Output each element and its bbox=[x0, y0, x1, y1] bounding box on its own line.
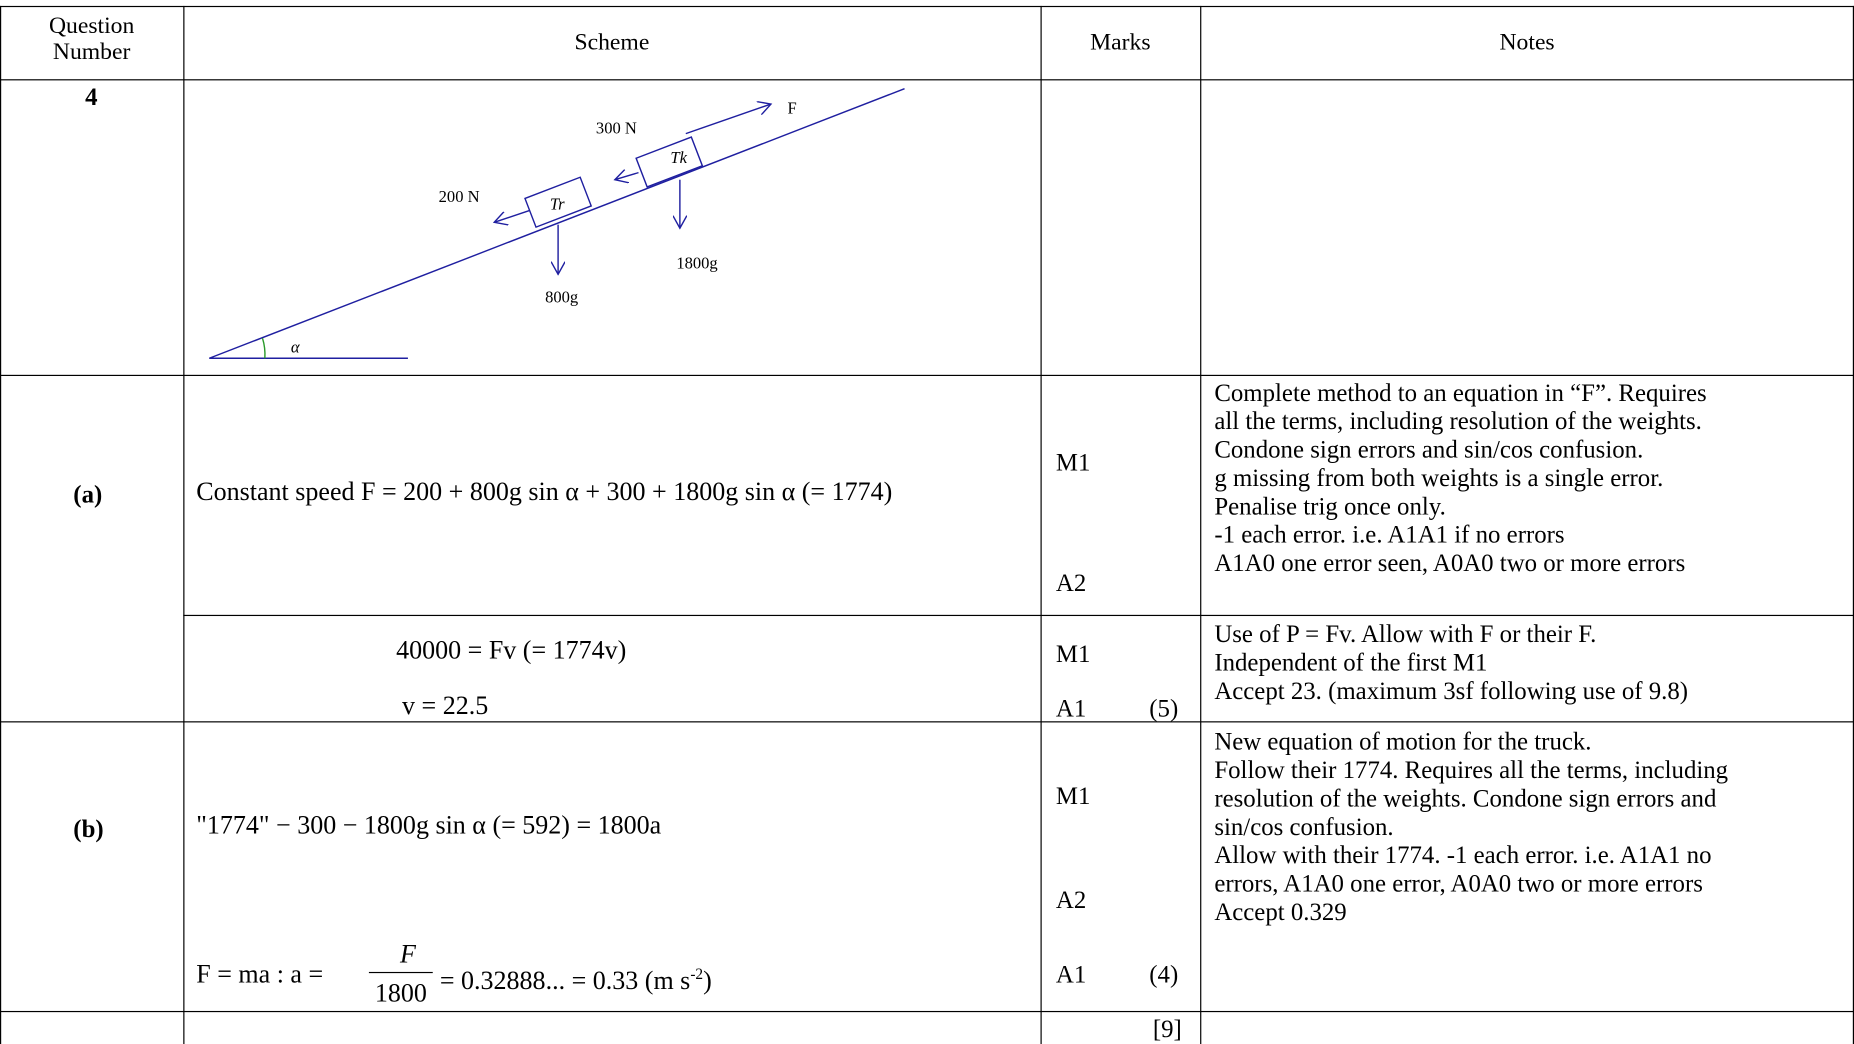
diagram: F 300 N Tk 200 N Tr 1800g 800g α bbox=[209, 88, 905, 359]
mark: A1 bbox=[1055, 694, 1087, 723]
notes: Complete method to an equation in “F”. R… bbox=[1214, 378, 1706, 577]
rule bbox=[0, 5, 2, 1044]
rule bbox=[1852, 5, 1854, 1044]
rule bbox=[0, 721, 1854, 723]
header: Scheme bbox=[574, 29, 650, 56]
rule bbox=[0, 374, 1854, 377]
rule bbox=[183, 5, 185, 1044]
note-line: Follow their 1774. Requires all the term… bbox=[1214, 755, 1729, 784]
scheme: "1774" − 300 − 1800g sin α (= 592) = 180… bbox=[196, 809, 662, 840]
scheme: 40000 = Fv (= 1774v) bbox=[396, 634, 627, 665]
note-line: Penalise trig once only. bbox=[1214, 491, 1446, 521]
rule bbox=[183, 614, 1854, 617]
header: Notes bbox=[1499, 29, 1555, 56]
mark: M1 bbox=[1055, 781, 1091, 810]
diagram-label: 800g bbox=[545, 288, 578, 307]
diagram-label: 1800g bbox=[676, 253, 717, 272]
notes: New equation of motion for the truck. Fol… bbox=[1214, 727, 1728, 926]
rule bbox=[0, 79, 1854, 81]
fraction-bar bbox=[368, 971, 433, 974]
scheme: Constant speed F = 200 + 800g sin α + 30… bbox=[196, 476, 893, 507]
note-line: all the terms, including resolution of t… bbox=[1214, 406, 1702, 436]
note-line: -1 each error. i.e. A1A1 if no errors bbox=[1214, 520, 1565, 549]
diagram-label: 300 N bbox=[596, 119, 637, 138]
header: Marks bbox=[1090, 29, 1151, 56]
subtotal: (4) bbox=[1149, 960, 1179, 989]
note-line: resolution of the weights. Condone sign … bbox=[1214, 783, 1717, 813]
result: = 0.32888... = 0.33 (m s bbox=[439, 965, 691, 995]
mark: A1 bbox=[1055, 960, 1087, 989]
denominator: 1800 bbox=[374, 977, 427, 1008]
diagram-label: Tk bbox=[670, 148, 687, 167]
diagram-label: 200 N bbox=[439, 187, 480, 206]
scheme: = 0.32888... = 0.33 (m s-2) bbox=[440, 960, 712, 995]
note-line: Complete method to an equation in “F”. R… bbox=[1214, 378, 1707, 407]
numerator: F bbox=[399, 938, 416, 969]
scheme: v = 22.5 bbox=[402, 690, 489, 721]
question-number: 4 bbox=[85, 82, 98, 112]
rule bbox=[1200, 5, 1202, 1044]
diagram-label: Tr bbox=[550, 194, 565, 213]
header: Question Number bbox=[48, 13, 135, 66]
rule bbox=[1040, 5, 1042, 1044]
diagram-label: α bbox=[291, 337, 300, 356]
mark: M1 bbox=[1055, 448, 1091, 477]
scheme: F = ma : a = bbox=[196, 958, 324, 989]
note-line: A1A0 one error seen, A0A0 two or more er… bbox=[1214, 548, 1686, 578]
note-line: Independent of the first M1 bbox=[1214, 647, 1488, 677]
diagram-label: F bbox=[787, 99, 796, 118]
note-line: Accept 23. (maximum 3sf following use of… bbox=[1214, 676, 1689, 705]
note-line: errors, A1A0 one error, A0A0 two or more… bbox=[1214, 869, 1703, 898]
rule bbox=[0, 1010, 1854, 1013]
mark: A2 bbox=[1055, 568, 1087, 598]
note-line: Accept 0.329 bbox=[1214, 897, 1347, 926]
result: ) bbox=[703, 965, 712, 995]
rule bbox=[0, 5, 1854, 8]
notes: Use of P = Fv. Allow with F or their F. I… bbox=[1214, 620, 1688, 705]
exponent: -2 bbox=[690, 964, 704, 983]
note-line: Use of P = Fv. Allow with F or their F. bbox=[1214, 619, 1597, 648]
part-label: (b) bbox=[73, 814, 104, 844]
mark: A2 bbox=[1055, 885, 1087, 914]
part-label: (a) bbox=[73, 480, 103, 509]
subtotal: (5) bbox=[1149, 694, 1179, 723]
note-line: Condone sign errors and sin/cos confusio… bbox=[1214, 435, 1644, 464]
note-line: Allow with their 1774. -1 each error. i.… bbox=[1214, 840, 1712, 870]
grand-total: [9] bbox=[1152, 1014, 1182, 1043]
note-line: New equation of motion for the truck. bbox=[1214, 727, 1592, 756]
note-line: sin/cos confusion. bbox=[1214, 812, 1394, 841]
note-line: g missing from both weights is a single … bbox=[1214, 463, 1664, 492]
mark: M1 bbox=[1055, 639, 1091, 669]
